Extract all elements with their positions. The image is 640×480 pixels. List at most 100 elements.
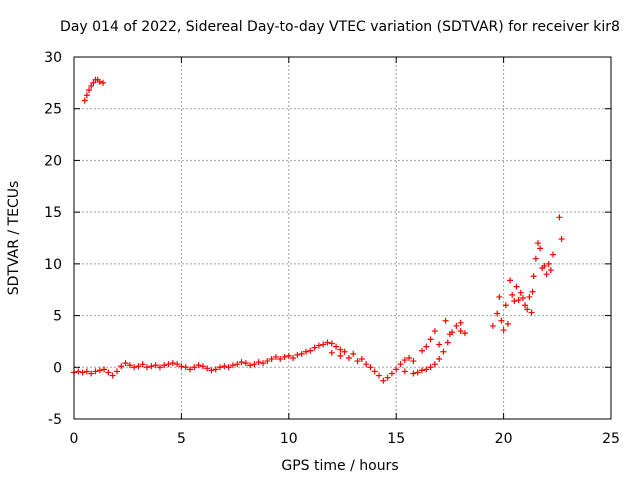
data-point	[264, 358, 271, 365]
data-point	[457, 319, 464, 326]
y-tick-label: -5	[48, 412, 62, 428]
data-point	[431, 328, 438, 335]
data-point	[86, 87, 93, 94]
data-point	[550, 251, 557, 258]
y-tick-labels: -5 0 5 10 15 20 25 30	[44, 50, 62, 428]
data-point	[90, 79, 97, 86]
data-point	[500, 327, 507, 334]
x-tick-label: 20	[495, 431, 513, 447]
x-tick-labels: 0 5 10 15 20 25	[70, 431, 620, 447]
data-point	[333, 343, 340, 350]
data-point	[530, 273, 537, 280]
data-point	[260, 360, 267, 367]
data-point	[88, 370, 95, 377]
data-point	[337, 346, 344, 353]
data-point	[558, 236, 565, 243]
data-point	[118, 363, 125, 370]
data-point	[534, 240, 541, 247]
data-point	[513, 283, 520, 290]
data-point	[208, 367, 215, 374]
data-point	[199, 363, 206, 370]
data-point	[186, 366, 193, 373]
data-point	[337, 352, 344, 359]
y-tick-label: 30	[44, 50, 62, 66]
data-point	[461, 330, 468, 337]
data-point	[526, 293, 533, 300]
data-point	[148, 363, 155, 370]
data-point	[225, 364, 232, 371]
data-point	[502, 302, 509, 309]
data-point	[178, 363, 185, 370]
data-point	[113, 368, 120, 375]
data-point	[371, 368, 378, 375]
data-point	[328, 340, 335, 347]
data-point	[341, 348, 348, 355]
data-point	[376, 372, 383, 379]
data-point	[272, 353, 279, 360]
data-point	[169, 360, 176, 367]
data-point	[515, 297, 522, 304]
data-point	[363, 361, 370, 368]
data-point	[384, 374, 391, 381]
data-point	[156, 364, 163, 371]
data-point	[541, 262, 548, 269]
data-point	[242, 360, 249, 367]
data-point	[519, 294, 526, 301]
y-tick-label: 5	[53, 309, 62, 325]
data-point	[281, 353, 288, 360]
data-point	[79, 369, 86, 376]
data-point	[182, 364, 189, 371]
data-point	[96, 78, 103, 85]
x-tick-label: 15	[387, 431, 405, 447]
data-point	[436, 356, 443, 363]
data-point	[247, 362, 254, 369]
data-point	[410, 358, 417, 365]
data-point	[367, 364, 374, 371]
data-point	[358, 356, 365, 363]
x-tick-label: 25	[602, 431, 620, 447]
data-point	[165, 361, 172, 368]
x-tick-label: 10	[280, 431, 298, 447]
data-point	[101, 366, 108, 373]
data-point	[135, 363, 142, 370]
data-point	[320, 341, 327, 348]
data-point	[139, 361, 146, 368]
data-point	[354, 358, 361, 365]
data-point	[529, 288, 536, 295]
data-point	[543, 271, 550, 278]
y-tick-label: 15	[44, 205, 62, 221]
data-point	[105, 369, 112, 376]
data-point	[427, 336, 434, 343]
data-point	[92, 368, 99, 375]
data-point	[453, 322, 460, 329]
data-point	[547, 267, 554, 274]
data-point	[401, 357, 408, 364]
data-point	[431, 361, 438, 368]
data-point	[268, 356, 275, 363]
data-point	[397, 361, 404, 368]
data-point	[99, 79, 106, 86]
data-point	[423, 343, 430, 350]
data-point	[524, 306, 531, 313]
data-point	[144, 364, 151, 371]
data-point	[234, 361, 241, 368]
data-point	[307, 347, 314, 354]
data-point	[507, 277, 514, 284]
x-tick-label: 5	[177, 431, 186, 447]
data-point	[311, 344, 318, 351]
data-point	[217, 364, 224, 371]
data-point	[204, 365, 211, 372]
y-tick-label: 25	[44, 102, 62, 118]
data-point	[285, 352, 292, 359]
data-point	[427, 364, 434, 371]
data-point	[494, 310, 501, 317]
y-tick-label: 20	[44, 153, 62, 169]
data-point	[255, 359, 262, 366]
data-point	[504, 320, 511, 327]
data-point	[423, 366, 430, 373]
data-point	[511, 298, 518, 305]
data-point	[345, 354, 352, 361]
plot-frame	[73, 56, 612, 420]
data-point	[83, 92, 90, 99]
x-tick-label: 0	[70, 431, 79, 447]
